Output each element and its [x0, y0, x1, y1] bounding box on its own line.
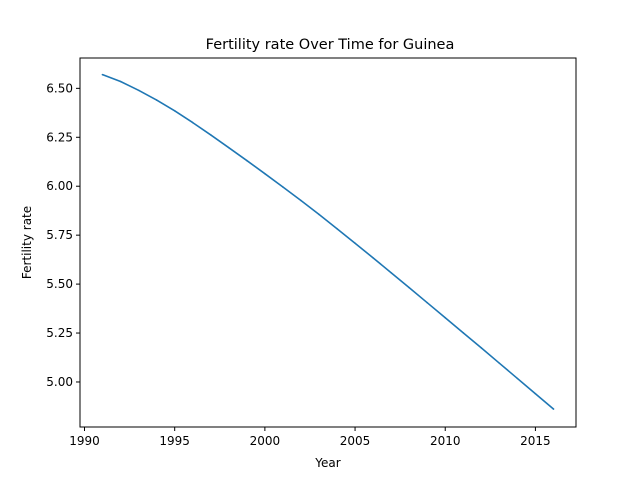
data-point [534, 392, 537, 395]
data-point [444, 316, 447, 319]
data-point [552, 408, 555, 410]
x-tick-label: 2005 [340, 434, 371, 448]
y-tick-label: 5.25 [46, 326, 73, 340]
data-point [264, 172, 266, 175]
series-line [101, 73, 555, 410]
x-tick-label: 2000 [250, 434, 281, 448]
data-point [498, 362, 501, 364]
data-point [209, 134, 212, 136]
data-point [246, 159, 248, 162]
y-tick-label: 5.75 [46, 228, 73, 242]
data-point [318, 213, 320, 216]
x-axis: 1990 1995 2000 2005 2010 2015 [69, 427, 551, 448]
data-point [155, 99, 158, 101]
data-point [408, 286, 410, 289]
x-tick-label: 1995 [159, 434, 190, 448]
plot-area-frame [79, 57, 577, 428]
data-point [173, 110, 176, 112]
y-tick-label: 5.00 [46, 375, 73, 389]
data-point [390, 271, 392, 274]
y-tick-label: 5.50 [46, 277, 73, 291]
data-point [426, 301, 429, 304]
data-point [336, 227, 338, 230]
y-axis: 5.00 5.25 5.50 5.75 6.00 6.25 6.50 [46, 81, 80, 389]
y-tick-label: 6.00 [46, 179, 73, 193]
data-point [137, 89, 140, 92]
data-point [372, 257, 374, 259]
data-points [101, 73, 555, 410]
y-tick-label: 6.25 [46, 130, 73, 144]
data-point [228, 146, 230, 149]
x-tick-label: 1990 [69, 434, 100, 448]
data-point [300, 199, 302, 202]
x-axis-label: Year [314, 456, 340, 470]
y-axis-label: Fertility rate [20, 206, 34, 279]
x-tick-label: 2010 [430, 434, 461, 448]
x-tick-label: 2015 [520, 434, 551, 448]
y-tick-label: 6.50 [46, 81, 73, 95]
data-point [516, 377, 519, 380]
data-point [462, 332, 465, 334]
data-point [480, 347, 483, 349]
data-point [119, 80, 122, 83]
data-point [191, 121, 194, 124]
data-point [282, 186, 284, 188]
data-point [101, 73, 104, 76]
data-point [354, 242, 356, 244]
chart-title: Fertility rate Over Time for Guinea [206, 37, 455, 53]
